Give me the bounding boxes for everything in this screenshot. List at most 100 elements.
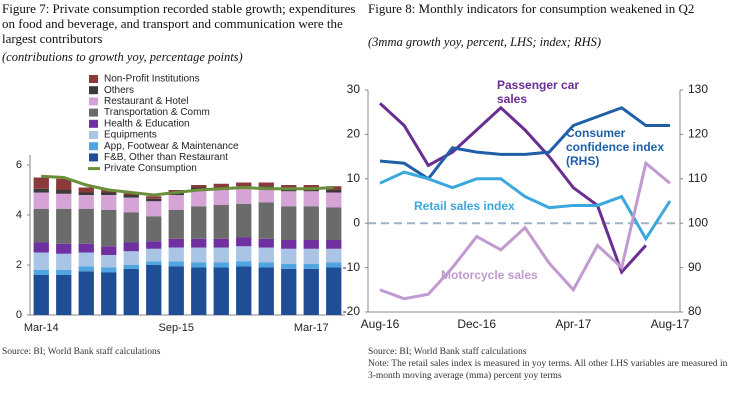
bar-segment <box>78 266 94 272</box>
bar-segment <box>236 188 252 204</box>
line <box>379 160 671 301</box>
legend-label: Private Consumption <box>104 163 197 174</box>
y2-tick-label: 80 <box>688 304 702 318</box>
x-tick-label: Aug-16 <box>361 317 400 331</box>
bar-segment <box>236 246 252 262</box>
bar-segment <box>33 192 49 209</box>
bar-segment <box>146 241 162 249</box>
y-tick-label: 0 <box>16 309 22 321</box>
y-tick-label: 10 <box>347 171 361 185</box>
x-tick-label: Mar-14 <box>24 322 59 334</box>
bar-segment <box>56 208 72 244</box>
bar-segment <box>213 262 229 268</box>
y2-tick-label: 130 <box>688 82 708 96</box>
x-tick-label: Apr-17 <box>555 317 591 331</box>
legend-swatch <box>89 142 98 151</box>
bar-segment <box>281 185 297 189</box>
note: Note: The retail sales index is measured… <box>368 359 728 381</box>
bar-segment <box>56 253 72 270</box>
bar-segment <box>303 240 319 249</box>
bar-segment <box>56 275 72 315</box>
series-label: Passenger car sales <box>497 78 580 106</box>
legend-label: App, Footwear & Maintenance <box>104 141 239 152</box>
line <box>378 102 647 275</box>
bar-segment <box>258 262 274 268</box>
bar-segment <box>33 252 49 270</box>
y-tick-label: 30 <box>347 82 361 96</box>
bar-segment <box>33 242 49 253</box>
bar-segment <box>303 185 319 189</box>
bar-segment <box>326 192 342 208</box>
bar-segment <box>191 238 207 248</box>
bar-segment <box>303 248 319 264</box>
bar-segment <box>213 183 229 188</box>
bar-segment <box>56 243 72 254</box>
bar-segment <box>191 247 207 263</box>
bar-segment <box>213 247 229 263</box>
bar-segment <box>236 182 252 187</box>
bar-segment <box>258 202 274 239</box>
bar-segment <box>191 262 207 268</box>
legend-label: Health & Education <box>104 118 190 129</box>
bar-segment <box>168 210 184 239</box>
bar-segment <box>101 272 117 315</box>
bar-segment <box>168 195 184 210</box>
bar-segment <box>281 191 297 207</box>
bar-segment <box>326 248 342 263</box>
bar-segment <box>123 251 139 265</box>
bar-segment <box>146 261 162 265</box>
bar-segment <box>191 190 207 207</box>
bar-segment <box>146 265 162 315</box>
bar-segment <box>236 237 252 247</box>
bar-segment <box>101 210 117 247</box>
bar-segment <box>146 198 162 202</box>
bar-segment <box>56 193 72 209</box>
legend-label: Transportation & Comm <box>104 107 210 118</box>
chart-title: Figure 7: Private consumption recorded s… <box>2 1 356 46</box>
chart-subtitle: (3mma growth yoy, percent, LHS; index; R… <box>368 35 602 49</box>
bar-segment <box>78 271 94 315</box>
bar-segment <box>213 190 229 205</box>
chart-subtitle: (contributions to growth yoy, percentage… <box>2 50 243 64</box>
bar-segment <box>281 240 297 249</box>
y-tick-label: -10 <box>343 260 361 274</box>
y-tick-label: -20 <box>343 304 361 318</box>
bar-segment <box>258 182 274 187</box>
bar-segment <box>101 246 117 255</box>
bar-segment <box>123 212 139 243</box>
series-label: Motorcycle sales <box>441 268 538 282</box>
bar-segment <box>236 261 252 267</box>
line <box>41 174 334 197</box>
bar-segment <box>146 216 162 242</box>
legend-label: F&B, Other than Restaurant <box>104 152 228 163</box>
bar-segment <box>168 261 184 267</box>
bar-segment <box>258 238 274 248</box>
bar-segment <box>123 195 139 198</box>
bar-segment <box>56 190 72 194</box>
source: Source: BI; World Bank staff calculation… <box>368 347 527 357</box>
bar-segment <box>123 197 139 213</box>
x-tick-label: Aug-17 <box>651 317 690 331</box>
bar-segment <box>281 248 297 264</box>
bar-segment <box>258 267 274 315</box>
legend-swatch <box>89 131 98 139</box>
bar-segment <box>213 267 229 315</box>
y-tick-label: 2 <box>16 259 22 271</box>
legend-swatch <box>89 97 98 106</box>
bar-segment <box>33 208 49 243</box>
bar-segment <box>191 206 207 239</box>
bar-segment <box>78 208 94 244</box>
bar-segment <box>33 177 49 189</box>
bar-segment <box>303 191 319 207</box>
bar-segment <box>56 270 72 275</box>
bar-segment <box>258 247 274 263</box>
bar-segment <box>168 247 184 262</box>
y-tick-label: 20 <box>347 127 361 141</box>
legend-label: Others <box>104 85 134 96</box>
y2-tick-label: 90 <box>688 260 702 274</box>
bar-segment <box>326 240 342 249</box>
bar-segment <box>33 270 49 275</box>
bar-segment <box>281 263 297 269</box>
